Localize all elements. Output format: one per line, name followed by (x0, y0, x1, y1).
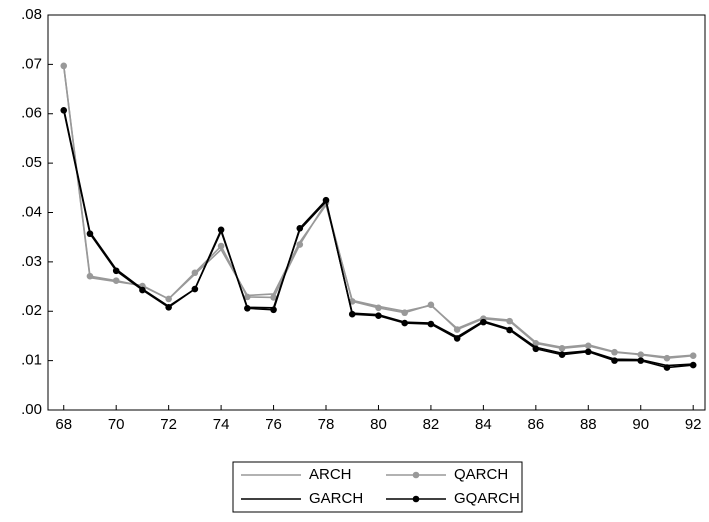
data-point (506, 317, 513, 325)
data-point (689, 352, 697, 359)
y-tick-label: .08 (21, 6, 42, 23)
data-point (270, 306, 277, 314)
legend-label: GQARCH (454, 490, 520, 507)
data-point (139, 286, 146, 294)
x-tick-label: 68 (55, 416, 72, 433)
data-point (611, 348, 618, 356)
data-point (558, 351, 566, 359)
y-tick-label: .03 (21, 253, 42, 270)
data-point (244, 304, 251, 312)
data-point (191, 269, 199, 277)
y-tick-label: .07 (21, 55, 42, 72)
y-tick-label: .01 (21, 352, 42, 369)
x-tick-label: 70 (108, 416, 125, 433)
data-point (191, 285, 199, 293)
data-point (322, 196, 330, 204)
data-point (453, 335, 461, 342)
data-point (296, 225, 304, 232)
data-point (427, 320, 435, 328)
data-point (427, 301, 435, 309)
data-point (165, 295, 172, 303)
data-point (663, 364, 671, 371)
data-point (165, 304, 172, 311)
data-point (558, 344, 566, 352)
data-point (296, 241, 304, 248)
y-tick-label: .00 (21, 401, 42, 418)
data-point (584, 348, 592, 356)
legend-box (232, 461, 523, 513)
data-point (375, 312, 382, 319)
x-tick-label: 80 (370, 416, 387, 433)
x-tick-label: 90 (632, 416, 649, 433)
data-point (244, 293, 251, 301)
data-point (637, 357, 645, 364)
x-tick-label: 84 (475, 416, 492, 433)
y-tick-label: .05 (21, 154, 42, 171)
data-point (112, 267, 120, 275)
y-tick-label: .04 (21, 203, 42, 220)
x-tick-label: 92 (685, 416, 702, 433)
data-point (663, 354, 671, 362)
data-point (60, 106, 68, 114)
data-point (217, 242, 225, 250)
data-point (86, 272, 94, 280)
legend-marker (412, 495, 420, 503)
data-point (217, 226, 225, 234)
series-line (62, 108, 694, 367)
data-point (86, 230, 94, 238)
data-point (453, 326, 461, 333)
x-tick-label: 86 (527, 416, 544, 433)
data-point (112, 277, 120, 284)
data-point (401, 309, 408, 317)
legend-label: GARCH (309, 490, 363, 507)
data-point (506, 326, 513, 334)
data-point (532, 345, 540, 353)
data-point (375, 304, 382, 312)
data-point (689, 361, 697, 369)
x-tick-label: 78 (318, 416, 335, 433)
x-tick-label: 88 (580, 416, 597, 433)
data-point (480, 318, 487, 326)
legend-label: QARCH (454, 466, 508, 483)
data-point (401, 319, 408, 327)
data-point (532, 340, 540, 347)
data-point (584, 342, 592, 350)
data-point (270, 294, 277, 301)
data-point (637, 351, 645, 359)
data-point (60, 62, 68, 70)
series-line (62, 110, 694, 369)
legend-label: ARCH (309, 466, 352, 483)
x-tick-label: 76 (265, 416, 282, 433)
y-tick-label: .06 (21, 105, 42, 122)
legend-marker (412, 471, 420, 479)
y-tick-label: .02 (21, 302, 42, 319)
x-tick-label: 82 (423, 416, 440, 433)
data-point (348, 310, 356, 318)
x-tick-label: 72 (160, 416, 177, 433)
data-point (611, 357, 618, 364)
x-tick-label: 74 (213, 416, 230, 433)
